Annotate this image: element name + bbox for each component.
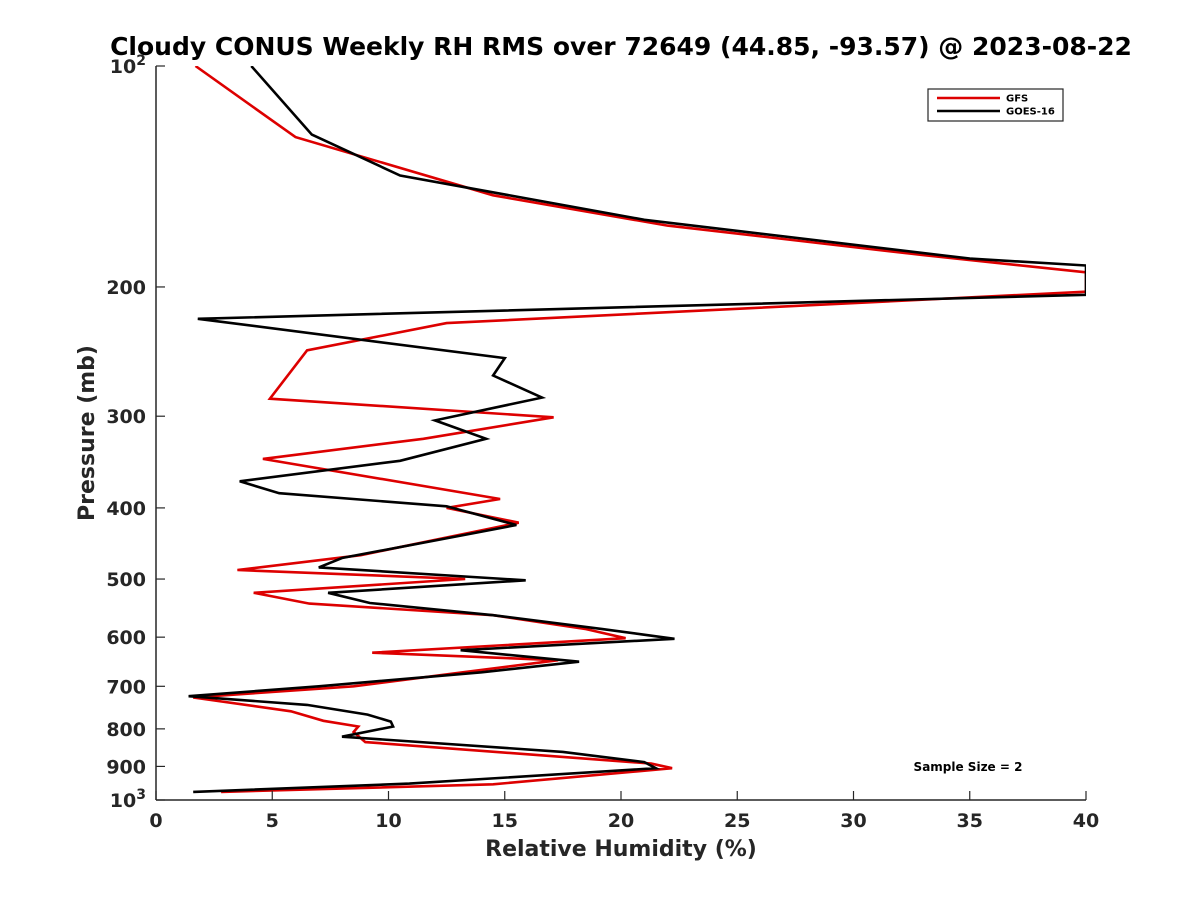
y-tick-label: 500 xyxy=(106,569,146,591)
x-tick-label: 10 xyxy=(375,810,401,832)
series-line-goes16 xyxy=(188,66,1086,794)
y-axis-label: Pressure (mb) xyxy=(75,345,100,521)
legend-label-goes16: GOES-16 xyxy=(1006,107,1055,118)
y-tick-label: 300 xyxy=(106,406,146,428)
y-tick-label: 102 xyxy=(110,53,146,78)
y-tick-label: 800 xyxy=(106,719,146,741)
y-ticks: 102 200 300 400 500 600 700 800 900 103 xyxy=(106,53,165,812)
x-tick-label: 5 xyxy=(266,810,279,832)
y-tick-label: 103 xyxy=(110,787,146,812)
y-tick-label: 200 xyxy=(106,277,146,299)
y-tick-label: 700 xyxy=(106,676,146,698)
sample-size-annotation: Sample Size = 2 xyxy=(914,760,1023,774)
series-group xyxy=(188,66,1086,794)
legend-label-gfs: GFS xyxy=(1006,94,1028,105)
x-ticks: 0 5 10 15 20 25 30 35 40 xyxy=(149,791,1099,832)
x-tick-label: 20 xyxy=(608,810,634,832)
y-tick-label: 400 xyxy=(106,498,146,520)
y-tick-label: 600 xyxy=(106,627,146,649)
x-axis-label: Relative Humidity (%) xyxy=(485,837,757,862)
x-tick-label: 40 xyxy=(1073,810,1099,832)
chart-title: Cloudy CONUS Weekly RH RMS over 72649 (4… xyxy=(110,32,1132,61)
x-tick-label: 35 xyxy=(957,810,983,832)
legend-box xyxy=(927,88,1064,122)
x-tick-label: 25 xyxy=(724,810,750,832)
y-tick-label: 900 xyxy=(106,756,146,778)
plot-area: 0 5 10 15 20 25 30 35 40 102 200 300 400 500 600 700 80… xyxy=(106,53,1099,832)
axes-background xyxy=(156,66,1086,800)
x-tick-label: 15 xyxy=(492,810,518,832)
x-tick-label: 0 xyxy=(149,810,162,832)
legend: GFS GOES-16 xyxy=(927,88,1064,122)
x-tick-label: 30 xyxy=(840,810,866,832)
